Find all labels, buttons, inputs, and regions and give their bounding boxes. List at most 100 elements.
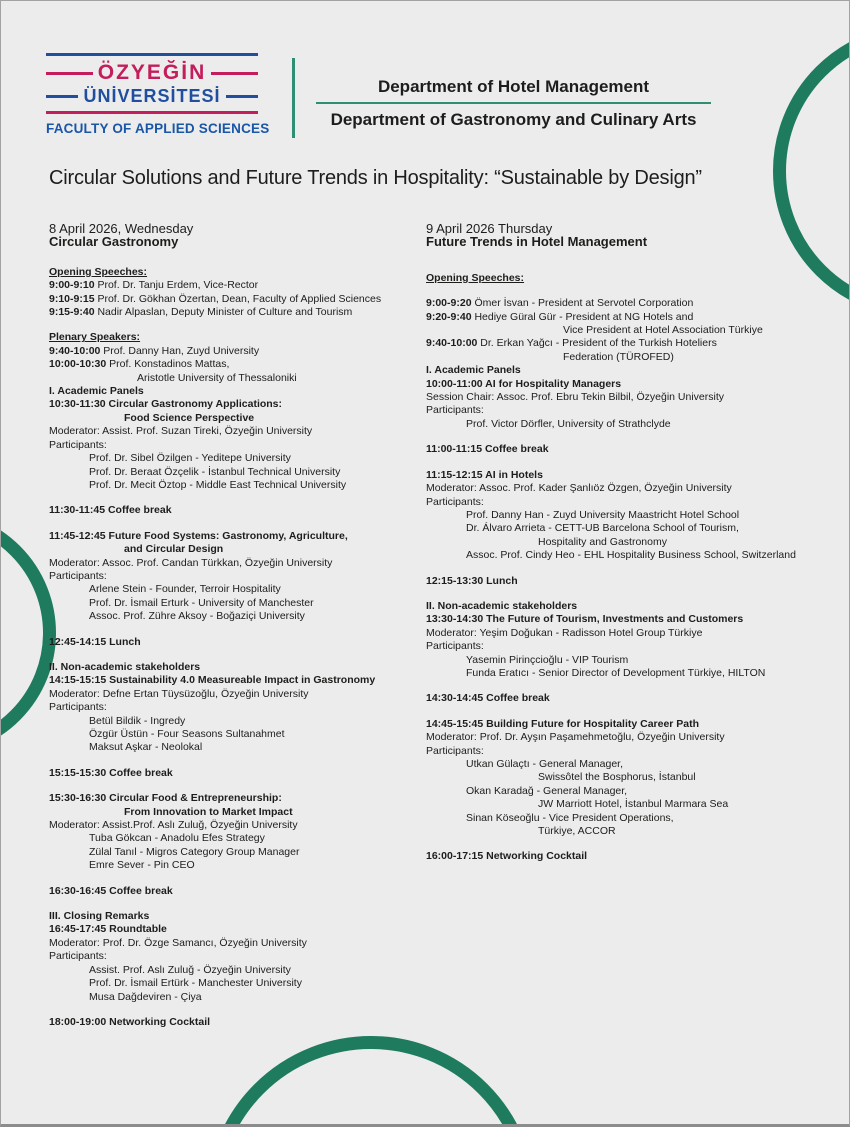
time-slot: 9:00-9:20 bbox=[426, 297, 472, 310]
schedule-line: Özgür Üstün - Four Seasons Sultanahmet bbox=[89, 728, 285, 740]
schedule-spacer bbox=[426, 431, 836, 443]
schedule-line: Participants: bbox=[49, 438, 107, 451]
schedule-line: Arlene Stein - Founder, Terroir Hospital… bbox=[89, 583, 281, 596]
schedule-line: Federation (TÜROFED) bbox=[563, 350, 674, 363]
schedule-spacer bbox=[49, 898, 421, 910]
schedule-line: Opening Speeches: bbox=[49, 265, 148, 278]
schedule-line: 10:00-10:30 Prof. Konstadinos Mattas, bbox=[49, 358, 230, 371]
schedule-line: 16:30-16:45 Coffee break bbox=[49, 884, 173, 897]
schedule-line: Participants: bbox=[426, 495, 484, 508]
schedule-line: 14:30-14:45 Coffee break bbox=[426, 692, 550, 705]
time-slot: 10:00-10:30 bbox=[49, 358, 107, 371]
time-slot: 9:00-9:10 bbox=[49, 279, 95, 292]
logo-word-universitesi-text: ÜNİVERSİTESİ bbox=[83, 86, 221, 106]
schedule-line: Participants: bbox=[49, 950, 107, 963]
schedule-line: 9:40-10:00 Dr. Erkan Yağcı - President o… bbox=[426, 337, 717, 350]
schedule-column-day1: 8 April 2026, Wednesday Circular Gastron… bbox=[49, 222, 421, 1029]
schedule-line: 16:00-17:15 Networking Cocktail bbox=[426, 850, 588, 863]
schedule-spacer bbox=[426, 285, 836, 297]
time-slot: 9:20-9:40 bbox=[426, 310, 472, 323]
schedule-line: Participants: bbox=[426, 404, 484, 417]
schedule-line: 13:30-14:30 The Future of Tourism, Inves… bbox=[426, 613, 744, 626]
schedule-line: Moderator: Assist. Prof. Suzan Tireki, Ö… bbox=[49, 425, 313, 438]
schedule-line: Tuba Gökcan - Anadolu Efes Strategy bbox=[89, 832, 265, 845]
schedule-line: Musa Dağdeviren - Çiya bbox=[89, 990, 202, 1003]
schedule-line: 18:00-19:00 Networking Cocktail bbox=[49, 1015, 211, 1028]
schedule-line: Prof. Danny Han - Zuyd University Maastr… bbox=[466, 508, 740, 521]
schedule-line: Aristotle University of Thessaloniki bbox=[137, 371, 297, 384]
schedule-line: Emre Sever - Pin CEO bbox=[89, 859, 195, 872]
schedule-line: 11:15-12:15 AI in Hotels bbox=[426, 468, 543, 481]
schedule-line: Opening Speeches: bbox=[426, 271, 525, 284]
schedule-line: Moderator: Assist.Prof. Aslı Zuluğ, Özye… bbox=[49, 819, 298, 832]
schedule-spacer bbox=[49, 319, 421, 331]
schedule-line: 14:15-15:15 Sustainability 4.0 Measureab… bbox=[49, 674, 376, 687]
schedule-line: 9:10-9:15 Prof. Dr. Gökhan Özertan, Dean… bbox=[49, 292, 382, 305]
schedule-line: III. Closing Remarks bbox=[49, 910, 150, 923]
schedule-line: Zülal Tanıl - Migros Category Group Mana… bbox=[89, 845, 300, 858]
schedule-line: Plenary Speakers: bbox=[49, 331, 141, 344]
schedule-spacer bbox=[426, 838, 836, 850]
schedule-line: 10:00-11:00 AI for Hospitality Managers bbox=[426, 377, 622, 390]
schedule-line: 12:15-13:30 Lunch bbox=[426, 574, 518, 587]
faculty-name: FACULTY OF APPLIED SCIENCES bbox=[46, 121, 270, 136]
decor-circle-bottom bbox=[206, 1036, 536, 1124]
schedule-line: I. Academic Panels bbox=[426, 364, 521, 377]
schedule-line: Maksut Aşkar - Neolokal bbox=[89, 741, 203, 754]
schedule-spacer bbox=[426, 563, 836, 575]
day2-theme: Future Trends in Hotel Management bbox=[426, 234, 648, 250]
schedule-line: Moderator: Defne Ertan Tüysüzoğlu, Özyeğ… bbox=[49, 687, 309, 700]
schedule-line: Participants: bbox=[426, 640, 484, 653]
schedule-spacer bbox=[49, 1004, 421, 1016]
schedule-line: Betül Bildik - Ingredy bbox=[89, 714, 186, 727]
schedule-line: Funda Eratıcı - Senior Director of Devel… bbox=[466, 666, 766, 679]
schedule-spacer bbox=[426, 706, 836, 718]
logo-word-ozyegin-text: ÖZYEĞİN bbox=[97, 61, 207, 84]
schedule-line: Yasemin Pirinçcioğlu - VIP Tourism bbox=[466, 653, 629, 666]
schedule-spacer bbox=[426, 457, 836, 469]
schedule-line: Utkan Gülaçtı - General Manager, bbox=[466, 758, 623, 770]
logo-rule-bottom bbox=[46, 111, 258, 114]
schedule-spacer bbox=[49, 780, 421, 792]
schedule-line: Assoc. Prof. Zühre Aksoy - Boğaziçi Univ… bbox=[89, 610, 305, 623]
schedule-line: Session Chair: Assoc. Prof. Ebru Tekin B… bbox=[426, 391, 725, 404]
schedule-line: 9:15-9:40 Nadir Alpaslan, Deputy Ministe… bbox=[49, 306, 353, 319]
schedule-column-day2: 9 April 2026 Thursday Future Trends in H… bbox=[426, 222, 836, 864]
schedule-line: Hospitality and Gastronomy bbox=[538, 535, 667, 548]
decor-circle-left bbox=[1, 510, 56, 756]
schedule-line: 9:40-10:00 Prof. Danny Han, Zuyd Univers… bbox=[49, 344, 260, 357]
schedule-line: Assist. Prof. Aslı Zuluğ - Özyeğin Unive… bbox=[89, 963, 291, 976]
schedule-line: Prof. Dr. İsmail Ertürk - Manchester Uni… bbox=[89, 977, 302, 990]
schedule-spacer bbox=[49, 492, 421, 504]
schedule-spacer bbox=[49, 755, 421, 767]
schedule-spacer bbox=[426, 680, 836, 692]
department-divider-rule bbox=[316, 102, 711, 104]
schedule-line: 10:30-11:30 Circular Gastronomy Applicat… bbox=[49, 398, 283, 411]
schedule-line: Türkiye, ACCOR bbox=[538, 825, 616, 838]
schedule-line: Prof. Dr. Beraat Özçelik - İstanbul Tech… bbox=[89, 465, 341, 478]
schedule-line: Moderator: Prof. Dr. Özge Samancı, Özyeğ… bbox=[49, 936, 307, 949]
schedule-line: Prof. Victor Dörfler, University of Stra… bbox=[466, 417, 671, 430]
schedule-line: 12:45-14:15 Lunch bbox=[49, 635, 141, 648]
schedule-line: Vice President at Hotel Association Türk… bbox=[563, 324, 763, 337]
schedule-spacer bbox=[426, 588, 836, 600]
logo-word-ozyegin: ÖZYEĞİN bbox=[46, 61, 258, 85]
schedule-line: Prof. Dr. Mecit Öztop - Middle East Tech… bbox=[89, 478, 347, 491]
time-slot: 9:15-9:40 bbox=[49, 306, 95, 319]
schedule-spacer bbox=[49, 624, 421, 636]
day2-date: 9 April 2026 Thursday bbox=[426, 221, 553, 236]
schedule-line: I. Academic Panels bbox=[49, 385, 144, 398]
schedule-line: II. Non-academic stakeholders bbox=[426, 599, 578, 612]
schedule-line: Okan Karadağ - General Manager, bbox=[466, 784, 628, 797]
schedule-line: 15:15-15:30 Coffee break bbox=[49, 766, 173, 779]
schedule-line: Moderator: Prof. Dr. Ayşın Paşamehmetoğl… bbox=[426, 731, 725, 744]
schedule-line: 15:30-16:30 Circular Food & Entrepreneur… bbox=[49, 792, 282, 805]
day2-schedule-lines: Opening Speeches: 9:00-9:20 Ömer İsvan - … bbox=[426, 272, 836, 864]
header-vertical-divider bbox=[292, 58, 295, 138]
schedule-line: 9:20-9:40 Hediye Güral Gür - President a… bbox=[426, 310, 694, 323]
schedule-line: and Circular Design bbox=[124, 543, 224, 556]
schedule-line: Participants: bbox=[426, 744, 484, 757]
schedule-line: Moderator: Assoc. Prof. Candan Türkkan, … bbox=[49, 556, 333, 569]
schedule-line: From Innovation to Market Impact bbox=[124, 805, 293, 818]
